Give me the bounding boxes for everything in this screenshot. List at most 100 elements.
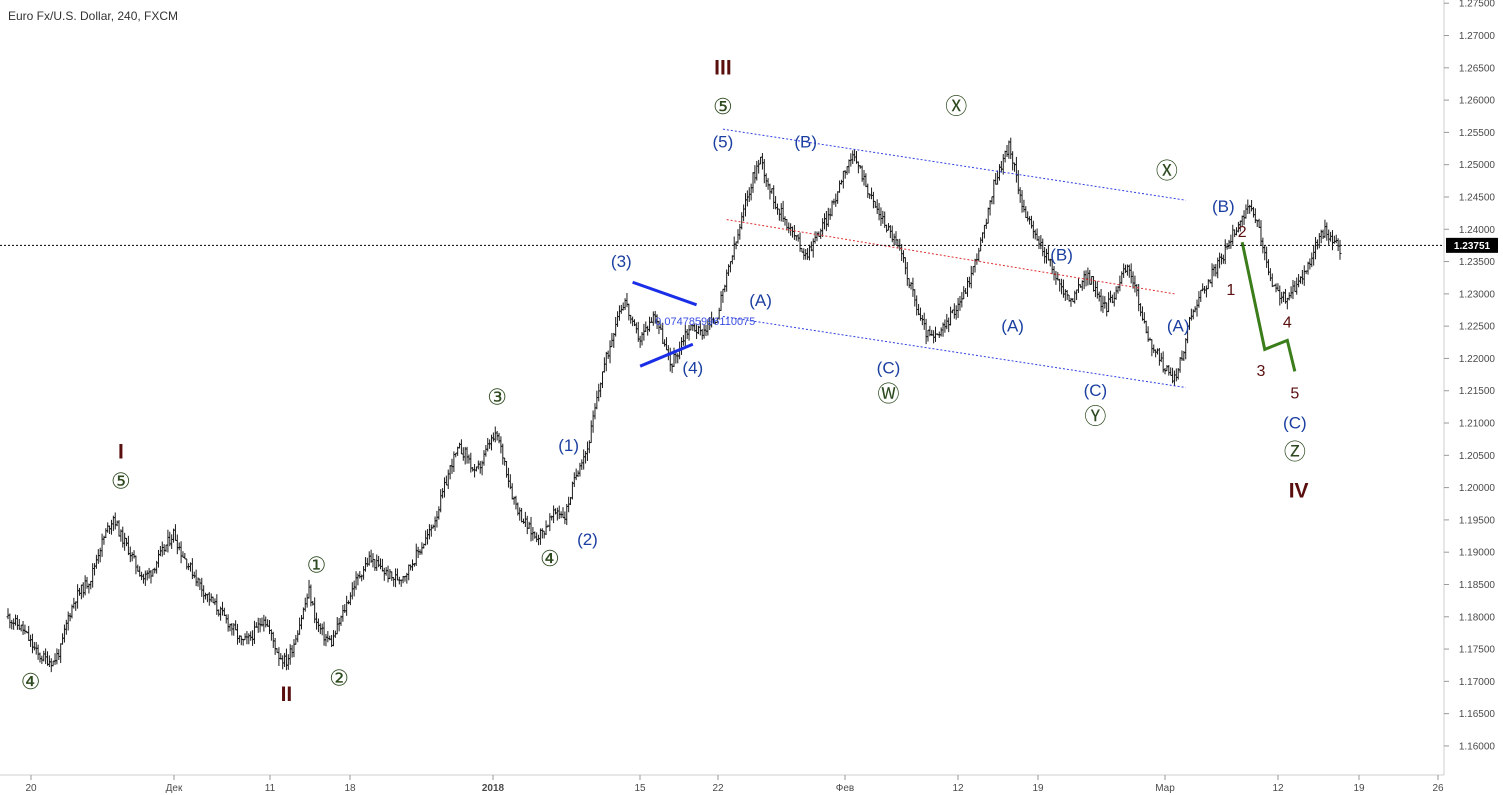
ohlc-bar [525, 515, 529, 535]
ohlc-bar [1197, 291, 1201, 308]
price-axis[interactable]: 1.27500 1.27000 1.26500 1.26000 1.25500 1.250… [1444, 0, 1495, 752]
ohlc-bar [117, 520, 121, 537]
ohlc-bar [292, 639, 296, 658]
price-tick-label: 1.25000 [1459, 160, 1496, 171]
wave-label: III [714, 56, 732, 79]
ohlc-bar [616, 311, 620, 327]
ohlc-bar [612, 332, 616, 348]
ohlc-bar [269, 629, 273, 641]
ohlc-bar [1133, 275, 1137, 293]
ohlc-bar [1295, 277, 1299, 295]
ohlc-bar [738, 223, 742, 240]
ohlc-bar [76, 584, 80, 609]
ohlc-bar [1302, 265, 1306, 286]
wave-label: (2) [577, 530, 598, 549]
ohlc-bar [486, 437, 490, 452]
ohlc-bar [1014, 156, 1018, 183]
ohlc-bar [759, 156, 763, 165]
ohlc-bar [1112, 292, 1116, 307]
ohlc-bar [742, 204, 746, 222]
ohlc-bar [8, 613, 12, 629]
ohlc-bar [1029, 215, 1033, 229]
ohlc-bar [74, 601, 78, 611]
ohlc-bar [1052, 266, 1056, 281]
time-tick-label: 26 [1432, 783, 1444, 794]
price-tick-label: 1.22500 [1459, 322, 1496, 333]
ohlc-bar [307, 579, 311, 599]
ohlc-bar [83, 575, 87, 596]
ohlc-bar [597, 383, 601, 402]
ohlc-bar [1127, 264, 1131, 278]
wave-label: IV [1289, 479, 1309, 502]
ohlc-bar [463, 446, 467, 465]
ohlc-bar [555, 507, 559, 521]
ohlc-bar [1291, 279, 1295, 300]
ohlc-bar [427, 524, 431, 540]
ohlc-bar [501, 443, 505, 465]
ohlc-bar [390, 571, 394, 581]
ohlc-bar [1165, 365, 1169, 372]
projection-path [1240, 241, 1297, 372]
ohlc-bar [1092, 276, 1096, 292]
price-tick-label: 1.23000 [1459, 289, 1496, 300]
ohlc-bar [1218, 252, 1222, 269]
ohlc-bar [458, 442, 462, 449]
ohlc-bar [298, 617, 302, 635]
ohlc-bar [911, 277, 915, 297]
time-tick-label: 2018 [482, 783, 505, 794]
ohlc-bar [779, 203, 783, 222]
ohlc-bar [151, 568, 155, 577]
ohlc-bar [1325, 222, 1329, 241]
price-tick-label: 1.22000 [1459, 354, 1496, 365]
ohlc-bar [15, 615, 19, 630]
ohlc-bar [1099, 288, 1103, 312]
ohlc-bar [599, 382, 603, 398]
ohlc-bar [414, 543, 418, 566]
ohlc-bar [1144, 320, 1148, 334]
ohlc-bar [845, 166, 849, 175]
wave-label: (A) [1001, 317, 1024, 336]
wave-labels: I ⑤ ④ II ① ② ③ ④ (1) (2) (3) (4) III ⑤ (5) (A) (B) (C) Ⓦ Ⓧ (… [21, 56, 1309, 705]
wave-label: ④ [21, 669, 41, 694]
ohlc-bar [350, 582, 354, 600]
time-axis[interactable]: 20 Дек 11 18 2018 15 22 Фев 12 19 Мар 12 19 26 [25, 775, 1444, 794]
ohlc-bar [570, 481, 574, 500]
wave-label: Ⓦ [877, 381, 899, 406]
candles [6, 137, 1342, 673]
ohlc-bar [743, 193, 747, 217]
ohlc-bar [192, 571, 196, 579]
ohlc-bar [1037, 235, 1041, 250]
ohlc-bar [1265, 246, 1269, 268]
ohlc-bar [181, 551, 185, 558]
ohlc-bar [1139, 303, 1143, 317]
ohlc-bar [19, 624, 23, 632]
ohlc-bar [601, 371, 605, 389]
ohlc-bar [648, 316, 652, 332]
ohlc-bar [1140, 306, 1144, 321]
ohlc-bar [499, 436, 503, 454]
ohlc-bar [1086, 267, 1090, 286]
ohlc-bar [1231, 224, 1235, 245]
ohlc-bar [604, 351, 608, 372]
ohlc-bar [1268, 268, 1272, 282]
ohlc-bar [388, 568, 392, 580]
ohlc-bar [1105, 302, 1109, 317]
drawings: 0.074785996110075 [632, 128, 1297, 388]
ohlc-bar [514, 495, 518, 510]
ohlc-bar [533, 531, 537, 539]
ohlc-bar [824, 210, 828, 232]
ohlc-bar [1221, 254, 1225, 264]
ohlc-bar [429, 524, 433, 537]
ohlc-bar [1122, 263, 1126, 278]
ohlc-bar [806, 248, 810, 260]
ohlc-bar [268, 620, 272, 635]
ohlc-bar [766, 177, 770, 190]
ohlc-bar [160, 541, 164, 557]
time-tick-label: 15 [634, 783, 646, 794]
price-tick-label: 1.17000 [1459, 677, 1496, 688]
ohlc-bar [792, 225, 796, 240]
ohlc-bar [841, 170, 845, 189]
ohlc-bar [461, 447, 465, 461]
ohlc-bar [335, 617, 339, 635]
